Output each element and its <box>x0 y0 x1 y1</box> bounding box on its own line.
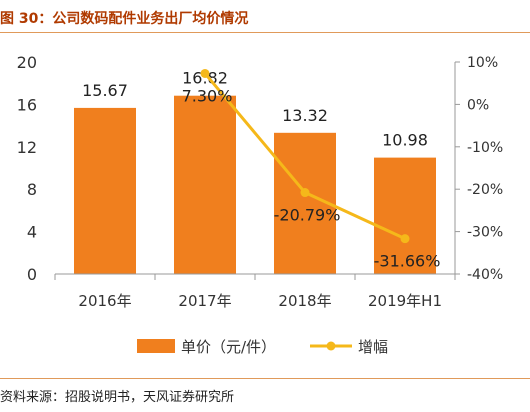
growth-point <box>300 188 310 198</box>
title-divider <box>0 32 530 33</box>
growth-value-label: 7.30% <box>182 86 233 105</box>
y-right-tick-label: -30% <box>467 225 503 241</box>
x-tick-label: 2018年 <box>278 292 331 310</box>
y-right-tick-label: -20% <box>467 182 503 198</box>
legend-line-label: 增幅 <box>358 338 388 356</box>
bar <box>74 107 136 274</box>
legend-bar-swatch <box>137 339 175 353</box>
y-right-tick-label: -10% <box>467 140 503 156</box>
bar <box>174 95 236 274</box>
y-left-tick-label: 4 <box>27 223 37 242</box>
growth-value-label: -20.79% <box>274 206 341 225</box>
bar-value-label: 16.82 <box>182 69 228 88</box>
bar-value-label: 13.32 <box>282 106 328 125</box>
growth-point <box>200 68 210 78</box>
source-divider <box>0 378 530 379</box>
legend-line-marker <box>326 341 336 351</box>
x-tick-label: 2019年H1 <box>368 292 442 310</box>
source-note: 资料来源：招股说明书，天风证券研究所 <box>0 390 235 405</box>
legend-bar-label: 单价（元/件） <box>181 338 276 356</box>
bar-value-label: 10.98 <box>382 131 428 150</box>
y-left-tick-label: 20 <box>17 53 37 72</box>
chart-title: 图 30：公司数码配件业务出厂均价情况 <box>0 11 249 27</box>
y-right-tick-label: 0% <box>467 97 489 113</box>
y-left-tick-label: 12 <box>17 138 37 157</box>
x-tick-label: 2017年 <box>178 292 231 310</box>
y-left-tick-label: 16 <box>17 95 37 114</box>
y-right-tick-label: -40% <box>467 267 503 283</box>
bar-value-label: 15.67 <box>82 81 128 100</box>
y-left-tick-label: 0 <box>27 265 37 284</box>
growth-point <box>400 234 410 244</box>
chart-area: 0 4 8 12 16 20 10% 0% -10% -20% -30% -40% 15.67 16.82… <box>17 53 504 356</box>
growth-value-label: -31.66% <box>374 252 441 271</box>
y-right-tick-label: 10% <box>467 55 498 71</box>
y-left-tick-label: 8 <box>27 180 37 199</box>
bar <box>374 157 436 274</box>
x-tick-label: 2016年 <box>78 292 131 310</box>
